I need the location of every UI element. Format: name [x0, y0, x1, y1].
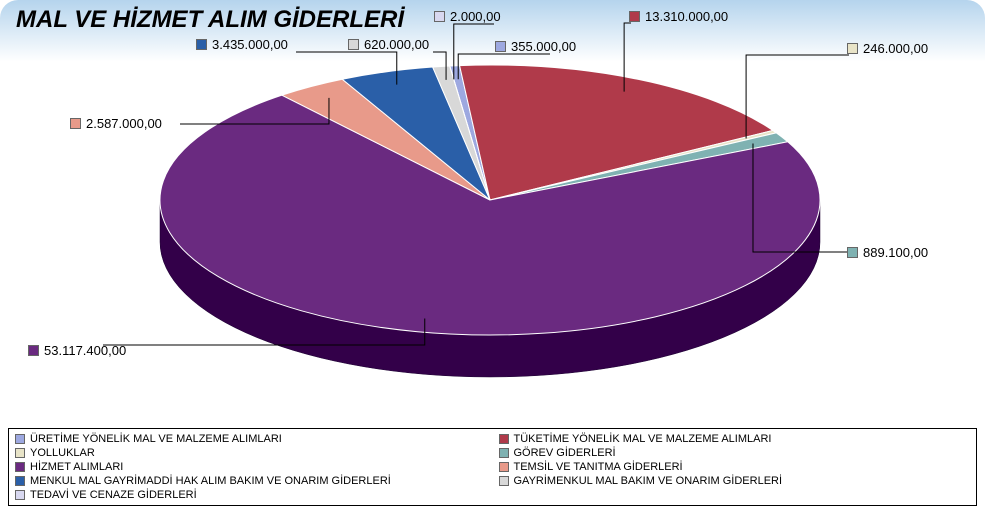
- legend-item: ÜRETİME YÖNELİK MAL VE MALZEME ALIMLARI: [15, 433, 487, 445]
- label-value: 246.000,00: [863, 41, 928, 56]
- swatch-icon: [629, 11, 640, 22]
- swatch-icon: [499, 476, 509, 486]
- swatch-icon: [196, 39, 207, 50]
- swatch-icon: [847, 247, 858, 258]
- label-temsil: 2.587.000,00: [70, 116, 162, 131]
- label-value: 889.100,00: [863, 245, 928, 260]
- label-uretim: 355.000,00: [495, 39, 576, 54]
- swatch-icon: [70, 118, 81, 129]
- label-value: 620.000,00: [364, 37, 429, 52]
- swatch-icon: [15, 434, 25, 444]
- legend-label: TEMSİL VE TANITMA GİDERLERİ: [514, 461, 683, 473]
- label-tuketim: 13.310.000,00: [629, 9, 728, 24]
- label-tedavi: 2.000,00: [434, 9, 501, 24]
- legend-item: GÖREV GİDERLERİ: [499, 447, 971, 459]
- legend-item: GAYRİMENKUL MAL BAKIM VE ONARIM GİDERLER…: [499, 475, 971, 487]
- legend-item: TEMSİL VE TANITMA GİDERLERİ: [499, 461, 971, 473]
- pie-chart: [0, 30, 985, 410]
- swatch-icon: [348, 39, 359, 50]
- label-yolluklar: 246.000,00: [847, 41, 928, 56]
- legend-label: ÜRETİME YÖNELİK MAL VE MALZEME ALIMLARI: [30, 433, 282, 445]
- swatch-icon: [434, 11, 445, 22]
- legend-label: HİZMET ALIMLARI: [30, 461, 123, 473]
- swatch-icon: [28, 345, 39, 356]
- swatch-icon: [15, 490, 25, 500]
- swatch-icon: [495, 41, 506, 52]
- legend-label: MENKUL MAL GAYRİMADDİ HAK ALIM BAKIM VE …: [30, 475, 391, 487]
- swatch-icon: [499, 448, 509, 458]
- swatch-icon: [15, 476, 25, 486]
- legend-item: YOLLUKLAR: [15, 447, 487, 459]
- legend-item: TÜKETİME YÖNELİK MAL VE MALZEME ALIMLARI: [499, 433, 971, 445]
- swatch-icon: [499, 462, 509, 472]
- label-menkul: 3.435.000,00: [196, 37, 288, 52]
- legend-item: HİZMET ALIMLARI: [15, 461, 487, 473]
- legend: ÜRETİME YÖNELİK MAL VE MALZEME ALIMLARI …: [8, 428, 977, 506]
- label-value: 355.000,00: [511, 39, 576, 54]
- chart-container: MAL VE HİZMET ALIM GİDERLERİ 355.000,00 …: [0, 0, 985, 514]
- legend-item: MENKUL MAL GAYRİMADDİ HAK ALIM BAKIM VE …: [15, 475, 487, 487]
- legend-label: YOLLUKLAR: [30, 447, 95, 459]
- label-value: 53.117.400,00: [44, 343, 126, 358]
- swatch-icon: [499, 434, 509, 444]
- swatch-icon: [847, 43, 858, 54]
- label-hizmet: 53.117.400,00: [28, 343, 126, 358]
- legend-label: GAYRİMENKUL MAL BAKIM VE ONARIM GİDERLER…: [514, 475, 783, 487]
- label-value: 3.435.000,00: [212, 37, 288, 52]
- label-value: 13.310.000,00: [645, 9, 728, 24]
- label-value: 2.000,00: [450, 9, 501, 24]
- label-gayrimenkul: 620.000,00: [348, 37, 429, 52]
- swatch-icon: [15, 448, 25, 458]
- swatch-icon: [15, 462, 25, 472]
- legend-label: TEDAVİ VE CENAZE GİDERLERİ: [30, 489, 197, 501]
- label-value: 2.587.000,00: [86, 116, 162, 131]
- legend-label: GÖREV GİDERLERİ: [514, 447, 616, 459]
- legend-item: TEDAVİ VE CENAZE GİDERLERİ: [15, 489, 487, 501]
- label-gorev: 889.100,00: [847, 245, 928, 260]
- legend-label: TÜKETİME YÖNELİK MAL VE MALZEME ALIMLARI: [514, 433, 772, 445]
